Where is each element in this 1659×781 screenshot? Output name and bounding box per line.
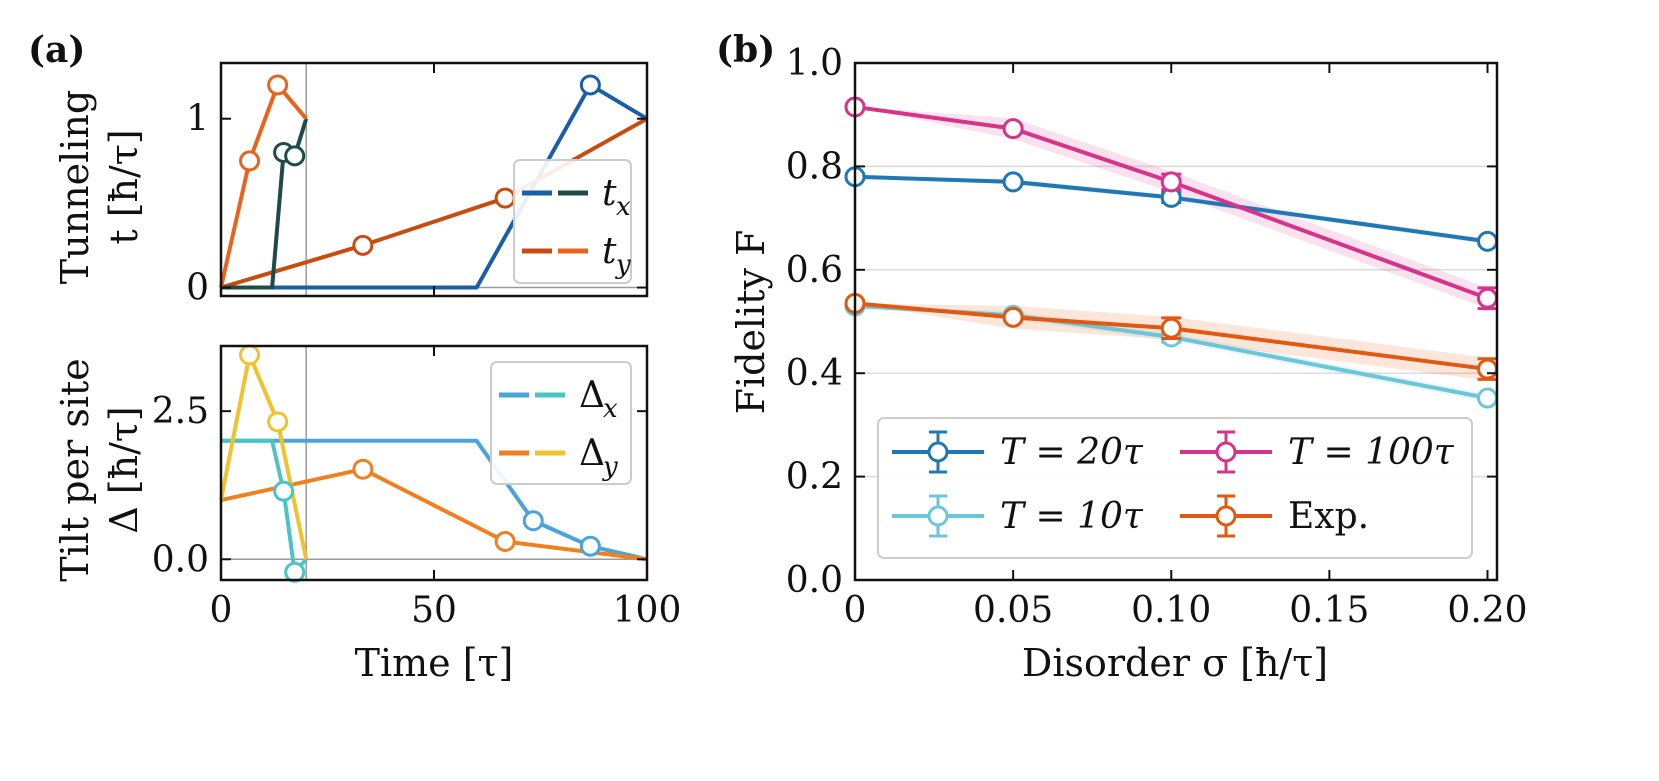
axes-frame — [853, 61, 1499, 582]
legend-sub-1: y — [615, 250, 631, 280]
data-point-3-2 — [267, 74, 289, 96]
panel-b-fidelity-plot: (b) 0 0.05 0.10 0.15 0.20 0.0 0.2 0.4 0.6 0.8 1.0 T… — [716, 29, 1528, 685]
ytick-label-1: 1 — [186, 99, 209, 140]
data-point-3-2 — [267, 411, 289, 433]
tunneling-plot-area: 01t xt y — [186, 61, 649, 309]
xtick-label-1: 50 — [411, 590, 457, 631]
series-line-0 — [854, 174, 1488, 244]
legend-swatch-marker-0 — [927, 441, 949, 463]
legend-sub-0: x — [616, 192, 631, 222]
legend-sub-0: x — [603, 394, 618, 424]
legend-label-0: t — [602, 173, 617, 214]
xtick-label-3: 0.15 — [1289, 590, 1369, 631]
tunneling-ylabel: Tunneling — [53, 90, 97, 284]
data-point-1-3 — [1477, 287, 1499, 309]
series-line-3 — [854, 301, 1488, 372]
data-point-2-2 — [273, 480, 295, 502]
panel-label-b: (b) — [716, 29, 775, 71]
ytick-label-3: 0.6 — [786, 250, 843, 291]
ytick-label-4: 0.8 — [786, 146, 843, 187]
legend-label-1: T = 100τ — [1288, 432, 1455, 473]
ytick-label-1: 2.5 — [152, 391, 209, 432]
data-point-2-3 — [284, 561, 306, 583]
data-point-3-3 — [1477, 358, 1499, 380]
legend-label-1: Δ — [579, 433, 605, 474]
data-point-0-2 — [579, 74, 601, 96]
series-line-1 — [220, 116, 648, 290]
ytick-label-0: 0.0 — [152, 539, 209, 580]
panel-a-tunneling-plot: (a) 01t xt y Tunneling t [ħ/τ] — [28, 29, 649, 309]
tunneling-ylabel-unit: t [ħ/τ] — [102, 129, 146, 244]
data-point-1-2 — [494, 530, 516, 552]
data-point-3-1 — [1002, 306, 1024, 328]
data-point-0-2 — [522, 510, 544, 532]
fidelity-plot-area: 0 0.05 0.10 0.15 0.20 0.0 0.2 0.4 0.6 0.8 1.0 T = 2… — [786, 43, 1528, 631]
legend-swatch-marker-1 — [1215, 441, 1237, 463]
panel-label-a: (a) — [28, 29, 85, 71]
data-point-2-3 — [1477, 387, 1499, 409]
series-line-2 — [221, 118, 309, 290]
xtick-label-2: 100 — [613, 590, 682, 631]
legend: T = 20τ T = 100τ T = 10τ Exp. — [877, 417, 1473, 559]
xtick-label-2: 0.10 — [1131, 590, 1211, 631]
data-point-1-1 — [1002, 118, 1024, 140]
ytick-label-1: 0.2 — [786, 457, 843, 498]
data-point-3-1 — [239, 344, 261, 366]
legend-swatch-marker-3 — [1215, 505, 1237, 527]
ytick-label-0: 0.0 — [786, 560, 843, 601]
legend-label-0: Δ — [579, 375, 605, 416]
fidelity-ylabel: Fidelity F — [729, 230, 773, 415]
legend-label-0: T = 20τ — [1000, 432, 1144, 473]
tilt-ylabel: Tilt per site — [53, 358, 97, 581]
data-point-1-1 — [352, 234, 374, 256]
data-point-1-2 — [494, 187, 516, 209]
xtick-label-0: 0 — [210, 590, 233, 631]
legend-label-1: t — [602, 231, 617, 272]
ytick-label-0: 0 — [186, 268, 209, 309]
legend-frame — [877, 417, 1473, 559]
data-point-3-2 — [1160, 317, 1182, 339]
legend-label-2: T = 10τ — [1000, 496, 1144, 537]
time-xlabel: Time [τ] — [355, 641, 514, 685]
data-point-0-1 — [1002, 171, 1024, 193]
ytick-label-5: 1.0 — [786, 43, 843, 84]
xtick-label-1: 0.05 — [973, 590, 1053, 631]
tilt-ylabel-unit: Δ [ħ/τ] — [102, 406, 146, 533]
data-point-1-1 — [352, 458, 374, 480]
legend-label-3: Exp. — [1288, 496, 1369, 537]
series-line-3 — [219, 352, 309, 560]
data-point-0-3 — [1477, 230, 1499, 252]
xtick-label-4: 0.20 — [1447, 590, 1527, 631]
data-point-0-3 — [579, 535, 601, 557]
data-point-1-2 — [1160, 171, 1182, 193]
ytick-label-2: 0.4 — [786, 353, 843, 394]
data-point-2-3 — [284, 145, 306, 167]
disorder-xlabel: Disorder σ [ħ/τ] — [1022, 641, 1328, 685]
series-line-1 — [854, 104, 1489, 301]
legend-sub-1: y — [602, 452, 618, 482]
legend: t xt y — [513, 159, 632, 284]
data-point-3-1 — [239, 150, 261, 172]
series-line-3 — [219, 82, 308, 288]
xtick-label-0: 0 — [844, 590, 867, 631]
legend-swatch-marker-2 — [927, 505, 949, 527]
